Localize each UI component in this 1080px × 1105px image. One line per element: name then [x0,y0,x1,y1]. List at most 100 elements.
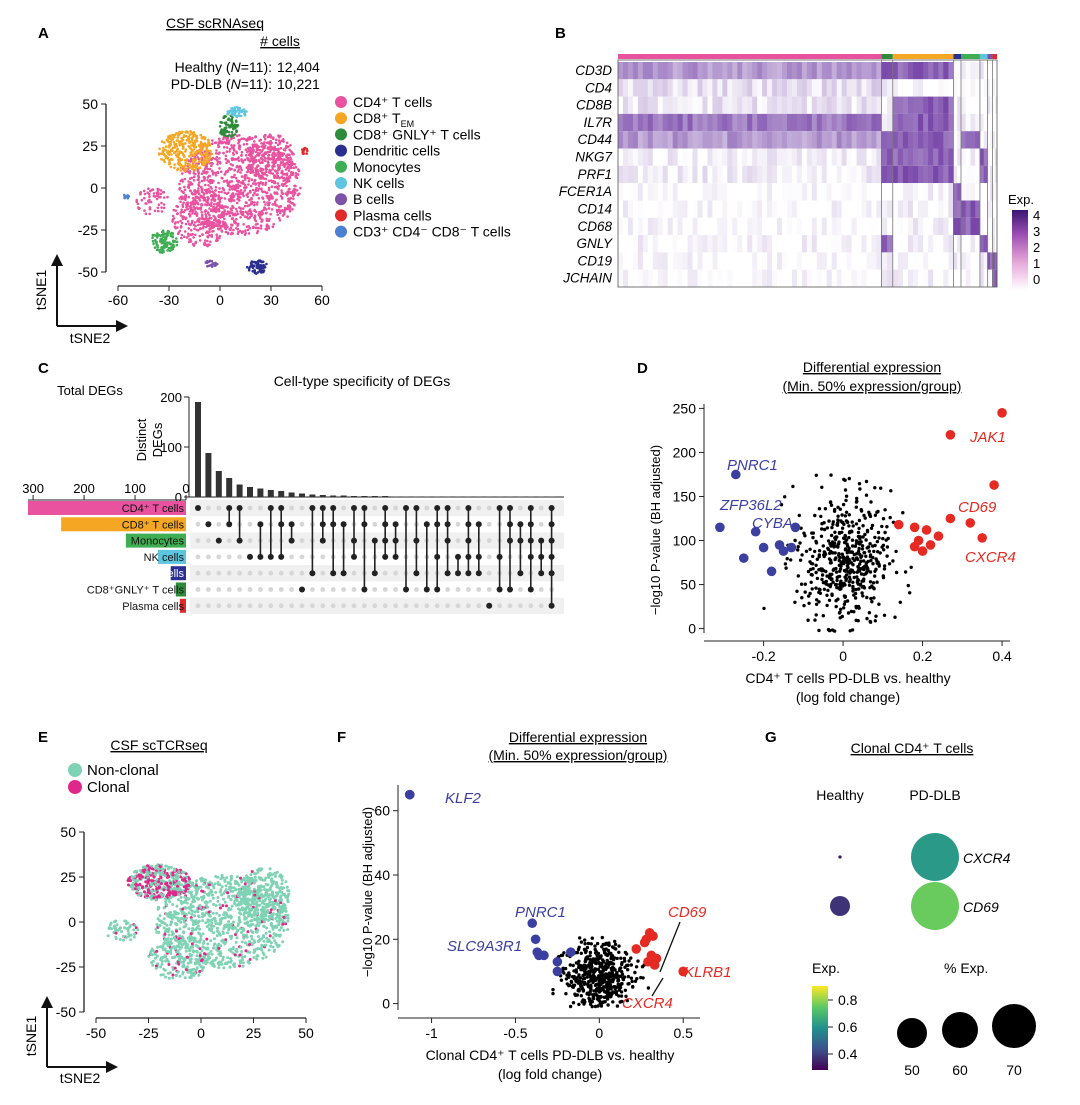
point-cd4-t-cells [292,190,296,193]
non-clonal-point [252,956,256,960]
heat-cell [983,217,988,236]
point-cd4-t-cells [264,203,267,206]
heat-cell [618,165,624,184]
heat-cell [994,131,998,149]
heat-cell [732,79,738,97]
point-cd4-t-cells [228,147,232,151]
matrix-dot [392,521,399,528]
matrix-dot-empty [351,587,357,592]
heat-cell [938,79,944,97]
gene-point [841,502,846,507]
heat-cell [747,62,753,80]
matrix-dot-empty [268,570,274,576]
heat-cell [772,269,778,287]
point-monocytes [161,241,164,245]
non-clonal-point [193,899,197,903]
heat-cell [953,235,958,253]
point-cd8-tem [164,156,168,160]
heat-cell [933,96,939,114]
point-cd4-t-cells [174,209,178,212]
gene-point [868,554,873,559]
heat-cell [913,79,919,97]
heat-cell [928,217,934,236]
gene-point [797,513,801,518]
heat-cell [642,217,649,236]
point-cd8-tem [165,138,169,142]
gene-point [857,482,862,486]
point-cd4-t-cells [197,223,200,227]
panel-b: B CD3DCD4CD8BIL7RCD44NKG7PRF1FCER1ACD14C… [555,25,1040,290]
heat-cell [943,183,949,201]
point-cd8-gnly-t-cells [224,121,228,124]
down-gene-point [715,522,725,533]
matrix-dot [413,570,420,577]
gene-point [803,534,807,538]
heat-cell [923,165,929,184]
point-cd4-t-cells [237,222,240,226]
point-cd4-t-cells [205,215,208,218]
heat-cell [717,148,723,166]
point-cd4-t-cells [203,239,207,242]
legend-tick: 2 [1033,240,1040,255]
gene-point [828,542,832,546]
gene-point [866,559,870,564]
gene-point [829,533,834,538]
point-cd4-t-cells [285,144,288,148]
point-cd4-t-cells [254,223,258,226]
gene-point [789,558,793,562]
matrix-dot [403,505,409,511]
heat-cell [742,217,748,236]
matrix-dot-empty [195,521,201,527]
point-cd4-t-cells [210,179,213,182]
heat-cell [826,165,833,184]
gene-point [868,580,873,584]
heat-cell [796,235,803,253]
up-gene-point [893,519,904,530]
point-cd4-t-cells [204,183,207,187]
gene-point [848,629,852,633]
non-clonal-point [284,909,288,913]
heat-cell [887,79,894,97]
gene-point [817,628,821,633]
point-cd4-t-cells [226,225,229,229]
distinct-deg-bar [319,495,326,497]
gene-point [845,599,850,603]
heat-cell [965,62,971,80]
matrix-dot [455,570,461,577]
heat-cell [836,96,843,114]
heat-cell [757,62,763,80]
point-cd4-t-cells [273,192,277,195]
matrix-dot-empty [278,570,284,576]
heat-cell [632,183,639,201]
heat-cell [821,131,828,149]
heat-cell [841,96,847,114]
heat-cell [821,200,828,218]
point-cd4-t-cells [214,217,217,220]
matrix-dot [195,505,201,511]
heat-cell [938,252,944,270]
point-cd4-t-cells [188,240,191,244]
point-cd4-t-cells [197,187,200,190]
point-cd4-t-cells [229,226,233,229]
heat-cell [836,252,843,270]
point-cd4-t-cells [264,133,267,137]
heat-cell [983,62,988,80]
y-tick-label: 0 [175,490,182,505]
point-cd8-tem [183,169,186,172]
heat-cell [727,235,733,253]
non-clonal-point [264,955,268,959]
matrix-dot [215,537,222,544]
point-cd4-t-cells [234,176,238,180]
point-cd4-t-cells [221,211,224,214]
group-label: PD-DLB (N=11): [171,76,272,92]
point-cd4-t-cells [294,172,298,175]
distinct-deg-bar [434,496,441,497]
heat-cell [975,165,981,184]
point-cd4-t-cells [255,186,258,190]
matrix-dot [361,505,368,511]
heat-cell [983,200,988,218]
gene-point [825,574,829,578]
panel-d: D Differential expression (Min. 50% expr… [637,359,1016,705]
point-cd4-t-cells [241,213,244,216]
heat-cell [727,62,733,80]
